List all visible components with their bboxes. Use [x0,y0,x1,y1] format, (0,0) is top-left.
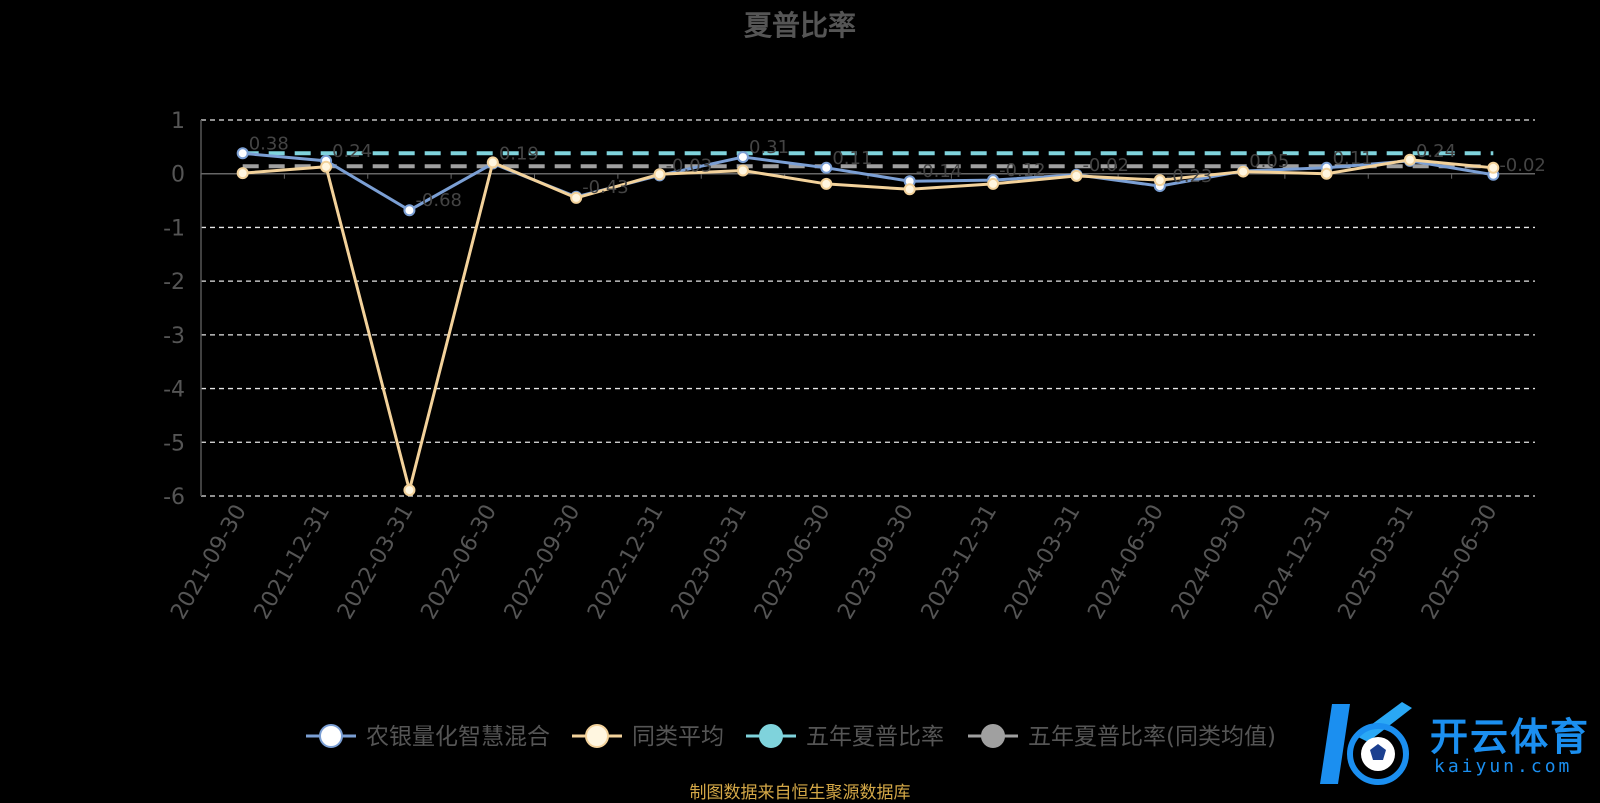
data-label: 0.24 [1416,141,1456,162]
y-tick-label: 1 [171,109,185,134]
data-point [1487,161,1500,174]
data-label: -0.23 [1166,166,1213,187]
x-tick-label: 2023-06-30 [750,501,836,624]
x-tick-label: 2023-12-31 [917,501,1003,624]
data-point [403,204,416,217]
series-line-1 [242,158,1494,491]
x-tick-label: 2025-06-30 [1417,501,1503,624]
data-point [570,191,583,204]
data-point [236,147,249,160]
legend-marker [319,724,343,748]
data-point [903,183,916,196]
data-point [736,164,749,177]
x-tick-label: 2023-09-30 [833,501,919,624]
data-label: 0.31 [749,137,789,158]
series-line-0 [242,151,1494,212]
legend-marker [759,724,783,748]
data-label: -0.12 [999,160,1046,181]
kaiyun-logo-icon [1320,702,1412,785]
watermark-name: 开云体育 [1430,715,1591,759]
data-point [653,168,666,181]
x-tick-label: 2024-06-30 [1083,501,1169,624]
data-point [820,161,833,174]
data-label: 0.38 [249,133,289,154]
data-point [1070,169,1083,182]
y-tick-label: -2 [163,270,185,295]
legend-marker [981,724,1005,748]
x-tick-label: 2024-12-31 [1250,501,1336,624]
x-tick-label: 2025-03-31 [1334,501,1420,624]
x-tick-label: 2024-09-30 [1167,501,1253,624]
data-point [320,160,333,173]
data-label: -0.03 [666,155,713,176]
data-label: 0.05 [1249,151,1289,172]
x-tick-label: 2023-03-31 [667,501,753,624]
data-source-note: 制图数据来自恒生聚源数据库 [689,783,911,803]
data-label: 0.11 [1333,148,1373,169]
watermark-logo: 开云体育 kaiyun.com [1312,696,1600,796]
data-label: 0.11 [832,148,872,169]
y-tick-label: -4 [163,378,185,403]
data-point [236,167,249,180]
y-tick-label: -6 [163,485,185,510]
data-point [1237,165,1250,178]
data-point [1320,167,1333,180]
y-tick-label: -5 [163,431,185,456]
legend-label: 同类平均 [632,724,724,750]
watermark-domain: kaiyun.com [1434,756,1573,777]
data-label: -0.43 [582,177,629,198]
x-tick-label: 2022-12-31 [583,501,669,624]
legend-label: 五年夏普比率 [806,724,944,750]
y-tick-label: -1 [163,216,185,241]
legend-marker [585,724,609,748]
data-point [1403,153,1416,166]
x-tick-label: 2021-09-30 [166,501,252,624]
x-tick-label: 2022-06-30 [416,501,502,624]
y-tick-label: -3 [163,324,185,349]
data-label: -0.14 [916,161,963,182]
data-label: 0.24 [332,141,372,162]
data-label: -0.02 [1499,155,1546,176]
x-tick-label: 2021-12-31 [250,501,336,624]
data-point [736,151,749,164]
data-label: 0.19 [499,144,539,165]
x-tick-label: 2022-03-31 [333,501,419,624]
data-point [486,156,499,169]
x-tick-label: 2024-03-31 [1000,501,1086,624]
chart-title: 夏普比率 [743,9,856,42]
legend-label: 农银量化智慧混合 [366,724,550,750]
x-tick-label: 2022-09-30 [500,501,586,624]
y-tick-label: 0 [171,163,185,188]
data-point [820,177,833,190]
data-point [403,484,416,497]
data-label: -0.68 [415,190,462,211]
data-point [1153,174,1166,187]
data-label: -0.02 [1082,155,1129,176]
legend-label: 五年夏普比率(同类均值) [1028,724,1276,750]
data-point [987,177,1000,190]
